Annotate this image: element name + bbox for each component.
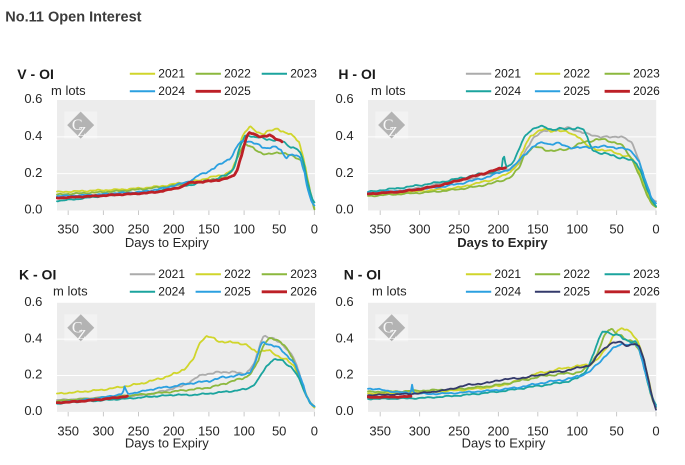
- svg-text:300: 300: [409, 222, 431, 237]
- svg-text:H - OI: H - OI: [338, 66, 375, 82]
- svg-text:Days to Expiry: Days to Expiry: [457, 235, 548, 250]
- svg-text:Days to Expiry: Days to Expiry: [125, 235, 209, 250]
- svg-text:N - OI: N - OI: [344, 267, 381, 283]
- svg-text:0: 0: [311, 423, 318, 438]
- svg-text:2021: 2021: [158, 66, 185, 80]
- svg-text:Z: Z: [389, 124, 397, 139]
- svg-text:m lots: m lots: [372, 284, 407, 299]
- svg-text:300: 300: [409, 423, 431, 438]
- svg-text:Days to Expiry: Days to Expiry: [462, 436, 546, 451]
- svg-text:250: 250: [128, 423, 150, 438]
- svg-text:m lots: m lots: [53, 284, 88, 299]
- svg-text:C: C: [72, 117, 83, 134]
- svg-text:2026: 2026: [633, 284, 660, 298]
- svg-text:Z: Z: [389, 327, 397, 342]
- svg-text:K - OI: K - OI: [19, 267, 56, 283]
- svg-text:2024: 2024: [494, 84, 521, 98]
- svg-text:150: 150: [527, 222, 549, 237]
- svg-text:350: 350: [369, 222, 391, 237]
- svg-text:0.2: 0.2: [336, 165, 354, 180]
- svg-text:100: 100: [233, 222, 255, 237]
- svg-text:Z: Z: [78, 327, 86, 342]
- svg-text:0.4: 0.4: [336, 128, 354, 143]
- svg-text:200: 200: [163, 222, 185, 237]
- svg-text:V - OI: V - OI: [17, 66, 54, 82]
- svg-text:0.0: 0.0: [24, 202, 42, 217]
- svg-text:0.2: 0.2: [24, 367, 42, 382]
- svg-text:200: 200: [163, 423, 185, 438]
- svg-text:50: 50: [609, 423, 623, 438]
- svg-text:0: 0: [311, 222, 318, 237]
- svg-text:350: 350: [57, 222, 79, 237]
- svg-text:300: 300: [93, 222, 115, 237]
- svg-text:200: 200: [488, 423, 510, 438]
- svg-text:150: 150: [198, 222, 220, 237]
- svg-text:250: 250: [448, 222, 470, 237]
- svg-text:350: 350: [57, 423, 79, 438]
- svg-text:0.0: 0.0: [336, 202, 354, 217]
- svg-text:2023: 2023: [633, 66, 660, 80]
- svg-text:250: 250: [128, 222, 150, 237]
- svg-text:0.6: 0.6: [336, 91, 354, 106]
- svg-text:2022: 2022: [224, 66, 251, 80]
- svg-text:m lots: m lots: [51, 83, 86, 98]
- svg-text:2024: 2024: [494, 284, 521, 298]
- svg-text:2023: 2023: [633, 267, 660, 281]
- svg-text:Days to Expiry: Days to Expiry: [125, 436, 209, 451]
- svg-text:200: 200: [488, 222, 510, 237]
- svg-text:2025: 2025: [224, 84, 251, 98]
- svg-text:2024: 2024: [158, 284, 185, 298]
- svg-text:0.2: 0.2: [336, 367, 354, 382]
- svg-text:50: 50: [609, 222, 623, 237]
- svg-text:0.6: 0.6: [24, 294, 42, 309]
- svg-text:100: 100: [566, 423, 588, 438]
- svg-text:2021: 2021: [158, 267, 185, 281]
- svg-text:C: C: [383, 320, 394, 337]
- svg-text:50: 50: [272, 222, 286, 237]
- svg-text:0: 0: [652, 222, 659, 237]
- svg-text:C: C: [383, 117, 394, 134]
- svg-text:2023: 2023: [290, 267, 317, 281]
- svg-text:2022: 2022: [224, 267, 251, 281]
- svg-text:250: 250: [448, 423, 470, 438]
- svg-text:150: 150: [198, 423, 220, 438]
- svg-text:100: 100: [233, 423, 255, 438]
- svg-text:2022: 2022: [563, 267, 590, 281]
- svg-text:2025: 2025: [563, 284, 590, 298]
- svg-text:0.4: 0.4: [336, 330, 354, 345]
- svg-text:0.6: 0.6: [24, 91, 42, 106]
- svg-text:2024: 2024: [158, 84, 185, 98]
- svg-text:2026: 2026: [633, 84, 660, 98]
- svg-text:300: 300: [93, 423, 115, 438]
- svg-text:2021: 2021: [494, 66, 521, 80]
- svg-text:0.4: 0.4: [24, 330, 42, 345]
- svg-text:C: C: [72, 320, 83, 337]
- svg-text:0.6: 0.6: [336, 294, 354, 309]
- svg-text:2023: 2023: [290, 66, 317, 80]
- svg-text:0.0: 0.0: [24, 403, 42, 418]
- svg-text:0.4: 0.4: [24, 128, 42, 143]
- svg-text:2025: 2025: [563, 84, 590, 98]
- svg-text:No.11 Open Interest: No.11 Open Interest: [5, 10, 141, 26]
- svg-text:50: 50: [272, 423, 286, 438]
- svg-text:100: 100: [566, 222, 588, 237]
- svg-text:2025: 2025: [224, 284, 251, 298]
- svg-text:2021: 2021: [494, 267, 521, 281]
- svg-text:0: 0: [652, 423, 659, 438]
- svg-text:0.0: 0.0: [336, 403, 354, 418]
- svg-text:2026: 2026: [290, 284, 317, 298]
- svg-text:2022: 2022: [563, 66, 590, 80]
- svg-text:Z: Z: [78, 124, 86, 139]
- svg-text:m lots: m lots: [371, 83, 406, 98]
- svg-text:150: 150: [527, 423, 549, 438]
- svg-text:350: 350: [369, 423, 391, 438]
- svg-text:0.2: 0.2: [24, 165, 42, 180]
